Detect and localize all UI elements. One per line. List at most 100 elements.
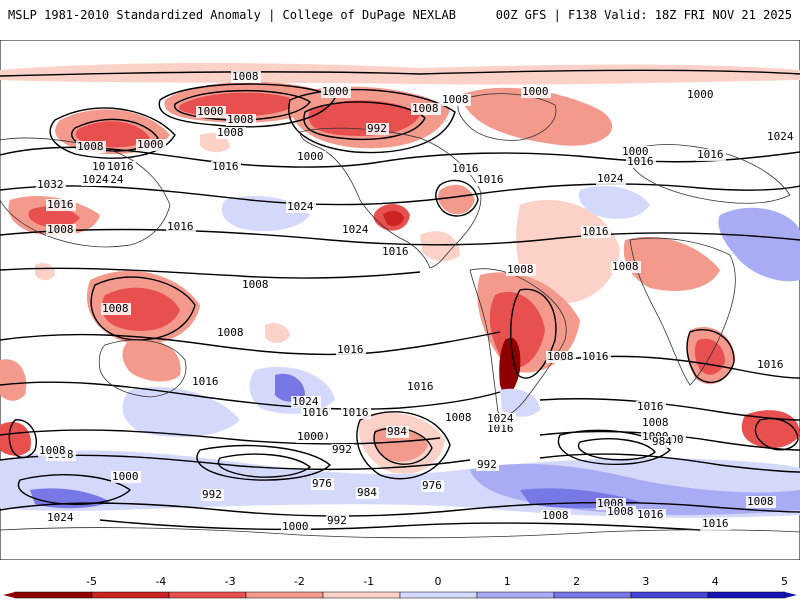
contour-label-bg <box>421 480 444 492</box>
negative-anomaly-layer <box>0 63 800 474</box>
isobar <box>435 179 479 217</box>
isobar <box>99 519 701 531</box>
contour-label-bg <box>231 71 261 83</box>
contour-label: 992 <box>332 443 352 456</box>
map-panel: 1008 1008 1000 1000 1008 992 1008 1000 1000 1016 1… <box>0 39 800 561</box>
contour-label: 1008 <box>547 350 574 363</box>
contour-label: 1008 <box>442 93 469 106</box>
isobar <box>539 453 800 473</box>
colorbar-swatch <box>168 591 247 599</box>
colorbar-tick-label: 0 <box>435 575 442 588</box>
coastline-africa <box>629 237 736 386</box>
contour-label: 1008 <box>747 495 774 508</box>
colorbar-swatch <box>707 591 786 599</box>
contour-label-bg <box>696 149 726 161</box>
contour-label: 1016 <box>47 198 74 211</box>
isobar <box>0 381 501 410</box>
contour-label: 1008 <box>217 126 244 139</box>
contour-label: 1016 <box>452 162 479 175</box>
contour-label: 992 <box>327 514 347 527</box>
contour-label: 1008 <box>642 416 669 429</box>
anomaly-blob <box>75 121 150 148</box>
isobar <box>71 118 159 152</box>
contour-label: 984 <box>387 425 407 438</box>
contour-label: 1024 <box>597 172 624 185</box>
isobar <box>754 418 799 451</box>
contour-label-bg <box>321 86 351 98</box>
contour-label: 1016 <box>302 406 329 419</box>
contour-label: 1024 <box>342 223 369 236</box>
contour-label-bg <box>766 131 796 143</box>
isobar <box>577 438 656 461</box>
isobar <box>49 107 176 159</box>
isobar <box>217 453 312 478</box>
contour-label: 1008 <box>542 509 569 522</box>
contour-label: 1024 <box>82 173 109 186</box>
contour-label-bg <box>36 179 66 191</box>
anomaly-blob <box>101 287 180 331</box>
isobar <box>8 419 37 459</box>
isobar <box>0 183 800 206</box>
contour-label-bg <box>386 426 409 438</box>
anomaly-blob <box>0 359 27 401</box>
contour-label: 1008 <box>102 302 129 315</box>
contour-label: 1016 <box>637 400 664 413</box>
colorbar-tick-label: 4 <box>712 575 719 588</box>
anomaly-blob <box>420 231 460 262</box>
contour-label: 976 <box>312 477 332 490</box>
contour-label-bg <box>166 221 196 233</box>
anomaly-blob <box>122 386 240 437</box>
contour-label: 1000 <box>282 520 309 533</box>
map-title: MSLP 1981-2010 Standardized Anomaly | Co… <box>8 8 456 22</box>
contour-label-bg <box>506 264 536 276</box>
contour-label-bg <box>636 401 666 413</box>
contour-label-bg <box>756 359 786 371</box>
contour-label-bg <box>441 94 471 106</box>
isobar <box>288 88 456 154</box>
colorbar-swatch <box>476 591 555 599</box>
colorbar-swatch <box>630 591 709 599</box>
contour-label-bg <box>444 412 474 424</box>
contour-label-bg <box>136 139 166 151</box>
contour-label-bg <box>46 512 76 524</box>
contour-label-bg <box>521 86 551 98</box>
contour-label: 1024 <box>487 412 514 425</box>
isobar <box>356 411 451 480</box>
contour-label: 1016 <box>407 380 434 393</box>
isobar <box>0 501 800 517</box>
contour-label-bg <box>606 506 636 518</box>
contour-label-bg <box>411 103 441 115</box>
contour-label-bg <box>211 161 241 173</box>
contour-label-bg <box>356 487 379 499</box>
contour-label: 1016 <box>167 220 194 233</box>
contour-label: 1000 <box>197 105 224 118</box>
anomaly-blob <box>383 210 404 226</box>
colorbar-swatch <box>553 591 632 599</box>
colorbar-tick-label: -1 <box>363 575 374 588</box>
anomaly-blob <box>516 200 620 304</box>
contour-label-bg <box>191 376 221 388</box>
anomaly-blob <box>718 207 800 282</box>
contour-label: 1008 <box>607 505 634 518</box>
colorbar-tick-label: 1 <box>504 575 511 588</box>
contour-label-bg <box>46 199 76 211</box>
header: MSLP 1981-2010 Standardized Anomaly | Co… <box>0 0 800 30</box>
contour-label-bg <box>486 423 516 435</box>
contour-label-bg <box>366 123 389 135</box>
anomaly-blob <box>460 87 613 146</box>
contour-label: 1016 <box>342 406 369 419</box>
colorbar-tick-label: 5 <box>781 575 788 588</box>
contour-label-bg <box>281 521 311 533</box>
contour-label-bg <box>451 163 481 175</box>
colorbar-swatch <box>14 591 93 599</box>
contour-label: 1024 <box>47 511 74 524</box>
contour-label-bg <box>76 141 106 153</box>
contour-label-bg <box>216 127 246 139</box>
colorbar-tick-label: -2 <box>294 575 305 588</box>
contour-label-bg <box>81 174 111 186</box>
contour-label: 1008 <box>412 102 439 115</box>
isobar <box>303 101 426 141</box>
contour-label-bg <box>201 489 224 501</box>
